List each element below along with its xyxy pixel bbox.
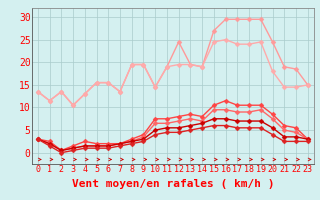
X-axis label: Vent moyen/en rafales ( km/h ): Vent moyen/en rafales ( km/h ) — [72, 179, 274, 189]
